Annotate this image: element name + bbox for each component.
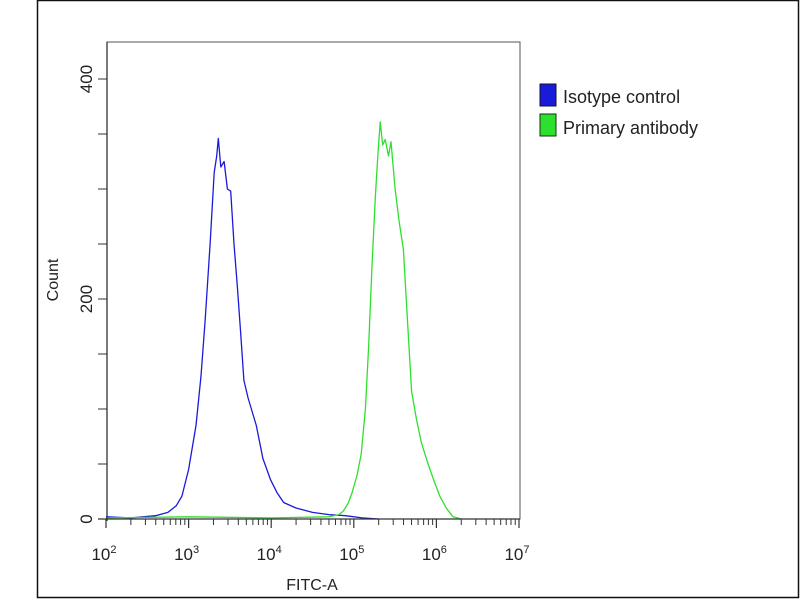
x-tick-exponent: 6 <box>441 544 447 556</box>
y-tick-label: 200 <box>77 285 96 313</box>
y-axis-label: Count <box>45 258 62 301</box>
x-tick-exponent: 4 <box>276 544 282 556</box>
x-tick-label: 106 <box>422 544 447 564</box>
x-tick-base: 10 <box>422 545 441 564</box>
y-tick-labels: 0 200 400 <box>77 65 96 524</box>
outer-frame <box>36 0 800 599</box>
x-tick-label: 103 <box>174 544 199 564</box>
x-tick-base: 10 <box>257 545 276 564</box>
legend-label-primary: Primary antibody <box>563 118 698 138</box>
series-layer <box>105 121 462 520</box>
x-tick-exponent: 3 <box>193 544 199 556</box>
legend-swatch-isotype <box>539 83 557 107</box>
x-tick-exponent: 7 <box>523 544 529 556</box>
y-tick-label: 0 <box>77 514 96 523</box>
x-tick-base: 10 <box>504 545 523 564</box>
axes-layer <box>98 42 520 528</box>
series-line-primary-antibody <box>105 121 462 520</box>
legend: Isotype control Primary antibody <box>539 83 698 138</box>
x-tick-base: 10 <box>91 545 110 564</box>
x-tick-label: 102 <box>91 544 116 564</box>
x-tick-label: 104 <box>257 544 282 564</box>
legend-swatch-primary <box>539 113 557 137</box>
x-tick-label: 107 <box>504 544 529 564</box>
y-tick-label: 400 <box>77 65 96 93</box>
x-tick-labels: 102 103 104 105 106 107 <box>91 544 529 564</box>
x-tick-base: 10 <box>174 545 193 564</box>
x-tick-label: 105 <box>339 544 364 564</box>
x-tick-exponent: 2 <box>110 544 116 556</box>
x-axis-label: FITC-A <box>286 577 338 594</box>
series-line-isotype-control <box>105 137 379 520</box>
x-tick-base: 10 <box>339 545 358 564</box>
x-tick-exponent: 5 <box>358 544 364 556</box>
legend-label-isotype: Isotype control <box>563 87 680 107</box>
